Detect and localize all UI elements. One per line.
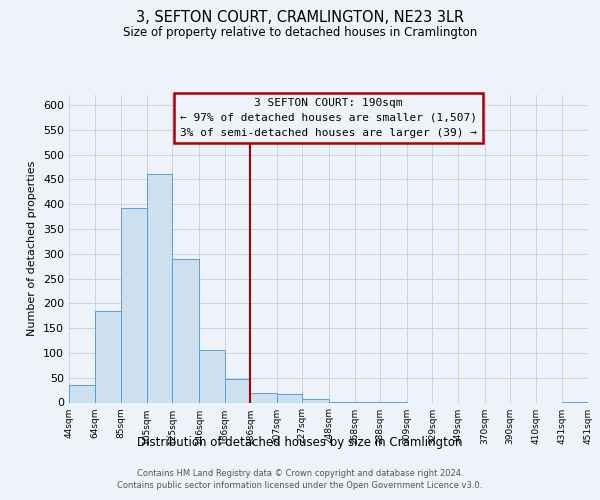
Bar — [95, 310, 121, 402]
Bar — [277, 394, 302, 402]
Text: Contains public sector information licensed under the Open Government Licence v3: Contains public sector information licen… — [118, 480, 482, 490]
Text: 3 SEFTON COURT: 190sqm
← 97% of detached houses are smaller (1,507)
3% of semi-d: 3 SEFTON COURT: 190sqm ← 97% of detached… — [180, 98, 477, 138]
Bar — [121, 208, 147, 402]
Bar — [302, 398, 329, 402]
Bar — [224, 378, 250, 402]
Y-axis label: Number of detached properties: Number of detached properties — [28, 161, 37, 336]
Bar — [172, 258, 199, 402]
Text: Contains HM Land Registry data © Crown copyright and database right 2024.: Contains HM Land Registry data © Crown c… — [137, 470, 463, 478]
Text: 3, SEFTON COURT, CRAMLINGTON, NE23 3LR: 3, SEFTON COURT, CRAMLINGTON, NE23 3LR — [136, 10, 464, 25]
Bar — [199, 350, 224, 403]
Bar — [69, 385, 95, 402]
Bar — [250, 392, 277, 402]
Text: Distribution of detached houses by size in Cramlington: Distribution of detached houses by size … — [137, 436, 463, 449]
Bar — [147, 174, 172, 402]
Text: Size of property relative to detached houses in Cramlington: Size of property relative to detached ho… — [123, 26, 477, 39]
